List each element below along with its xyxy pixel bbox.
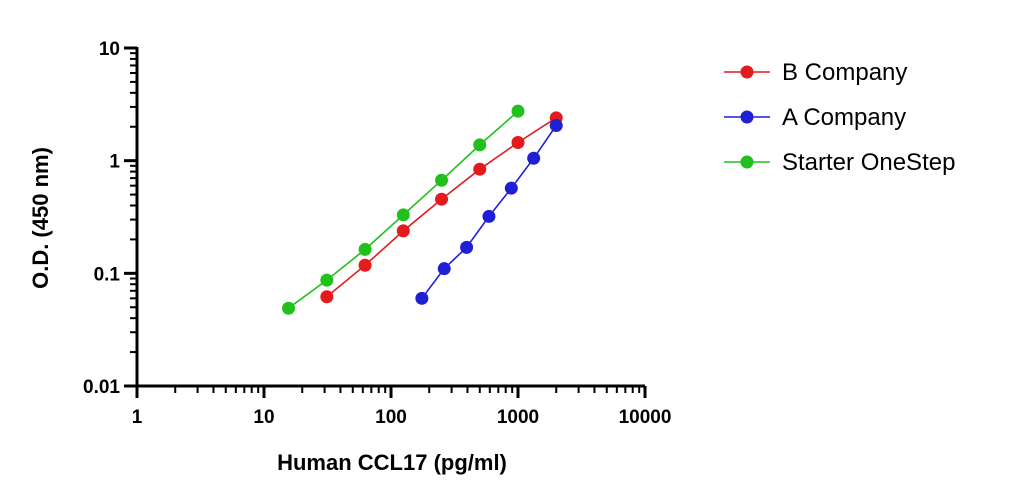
legend-marker: [740, 155, 754, 169]
y-tick-label: 0.1: [94, 264, 121, 285]
x-tick-label: 1: [132, 407, 143, 428]
data-point: [415, 291, 429, 305]
data-point: [437, 262, 451, 276]
data-point: [282, 301, 296, 315]
data-point: [435, 173, 449, 187]
data-point: [473, 138, 487, 152]
data-point: [482, 209, 496, 223]
y-tick-label: 0.01: [83, 377, 120, 398]
legend-marker: [740, 65, 754, 79]
y-axis-title: O.D. (450 nm): [28, 147, 53, 289]
data-point: [511, 104, 525, 118]
series-starter-onestep: [282, 104, 525, 315]
x-axis-title: Human CCL17 (pg/ml): [277, 450, 507, 475]
data-point: [358, 258, 372, 272]
data-point: [504, 181, 518, 195]
legend-label: Starter OneStep: [782, 149, 955, 176]
axes: [135, 47, 645, 388]
data-point: [511, 135, 525, 149]
x-tick-label: 100: [375, 407, 407, 428]
legend-item: A Company: [724, 104, 906, 131]
x-tick-label: 1000: [497, 407, 539, 428]
legend-item: B Company: [724, 59, 907, 86]
data-point: [396, 208, 410, 222]
legend-label: A Company: [782, 104, 906, 131]
legend-marker: [740, 110, 754, 124]
legend-label: B Company: [782, 59, 907, 86]
x-tick-label: 10000: [619, 407, 672, 428]
y-tick-label: 10: [99, 39, 120, 60]
data-point: [473, 162, 487, 176]
data-point: [460, 240, 474, 254]
series-a-company: [415, 119, 563, 305]
y-axis-ticks: 0.01 0.1 1 10: [83, 39, 137, 398]
data-point: [549, 119, 563, 133]
data-point: [396, 224, 410, 238]
data-point: [320, 290, 334, 304]
data-point: [320, 273, 334, 287]
legend-item: Starter OneStep: [724, 149, 955, 176]
data-point: [358, 242, 372, 256]
y-tick-label: 1: [109, 152, 120, 173]
series-layer: [282, 104, 563, 315]
x-axis-ticks: 1 10 100 1000 10000: [132, 386, 672, 428]
data-point: [527, 151, 541, 165]
x-tick-label: 10: [253, 407, 274, 428]
data-point: [435, 192, 449, 206]
legend: B Company A Company Starter OneStep: [724, 59, 955, 176]
